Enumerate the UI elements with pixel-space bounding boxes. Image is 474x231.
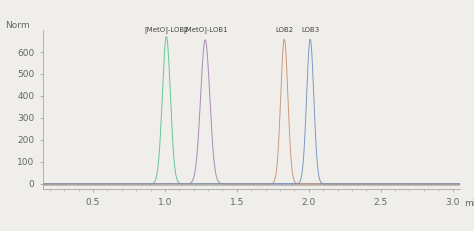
Text: [MetO]-LOB1: [MetO]-LOB1 — [183, 27, 228, 33]
Text: LOB2: LOB2 — [275, 27, 293, 33]
Y-axis label: Norm: Norm — [5, 21, 30, 30]
Text: LOB3: LOB3 — [301, 27, 319, 33]
Text: [MetO]-LOB2: [MetO]-LOB2 — [144, 27, 189, 33]
X-axis label: min: min — [464, 199, 474, 208]
